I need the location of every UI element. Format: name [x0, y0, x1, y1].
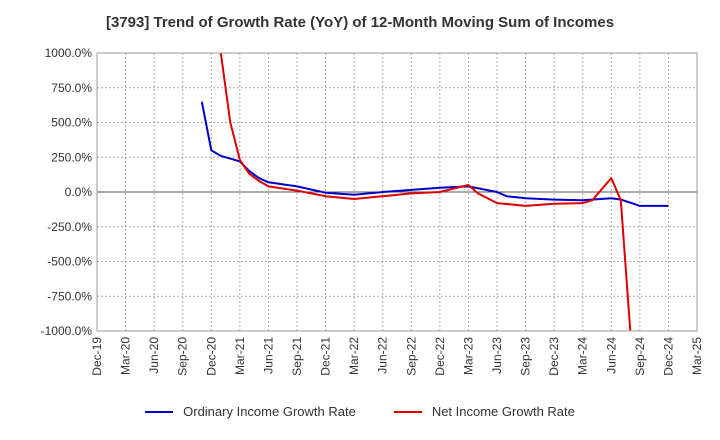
x-tick-label: Dec-19	[90, 337, 104, 376]
legend-swatch	[145, 410, 174, 413]
x-tick-label: Sep-21	[290, 337, 304, 376]
x-tick-label: Sep-20	[176, 337, 190, 376]
y-tick-label: -250.0%	[47, 220, 92, 234]
plot-frame	[96, 52, 698, 332]
tick-label-layer: Dec-19 Mar-20 Jun-20 Sep-20 Dec-20 Mar-21 Jun-…	[41, 46, 704, 376]
y-tick-label: -750.0%	[47, 289, 92, 303]
y-tick-label: 750.0%	[51, 81, 92, 95]
x-tick-label: Jun-21	[261, 337, 275, 374]
x-tick-label: Mar-25	[690, 337, 704, 375]
x-tick-label: Jun-23	[490, 337, 504, 374]
y-tick-label: 500.0%	[51, 116, 92, 130]
series-line-1	[200, 101, 669, 207]
x-tick-label: Jun-20	[147, 337, 161, 374]
x-tick-label: Mar-22	[347, 337, 361, 375]
legend-swatch	[393, 410, 422, 413]
legend-item-1: Ordinary Income Growth Rate	[145, 404, 356, 419]
x-tick-label: Mar-23	[461, 337, 475, 375]
x-tick-label: Sep-22	[404, 337, 418, 376]
series-layer	[200, 53, 669, 331]
x-tick-label: Jun-24	[604, 337, 618, 374]
x-tick-label: Dec-24	[661, 337, 675, 376]
x-tick-label: Mar-21	[233, 337, 247, 375]
legend-label: Ordinary Income Growth Rate	[183, 404, 356, 419]
x-tick-label: Mar-24	[576, 337, 590, 375]
y-tick-label: -1000.0%	[41, 324, 93, 338]
legend: Ordinary Income Growth Rate Net Income Gr…	[0, 404, 720, 419]
legend-item-2: Net Income Growth Rate	[393, 404, 575, 419]
x-tick-label: Dec-20	[204, 337, 218, 376]
x-tick-label: Sep-23	[519, 337, 533, 376]
y-tick-label: 0.0%	[65, 185, 93, 199]
y-tick-label: 1000.0%	[45, 46, 93, 60]
x-tick-label: Sep-24	[633, 337, 647, 376]
y-tick-label: -500.0%	[47, 255, 92, 269]
series-line-2	[219, 53, 632, 331]
legend-label: Net Income Growth Rate	[431, 404, 575, 419]
grid-layer	[96, 52, 698, 332]
x-tick-label: Dec-21	[319, 337, 333, 376]
x-tick-label: Dec-22	[433, 337, 447, 376]
x-tick-label: Mar-20	[119, 337, 133, 375]
x-tick-label: Dec-23	[547, 337, 561, 376]
y-tick-label: 250.0%	[51, 150, 92, 164]
chart-title: [3793] Trend of Growth Rate (YoY) of 12-…	[105, 14, 615, 31]
x-tick-label: Jun-22	[376, 337, 390, 374]
